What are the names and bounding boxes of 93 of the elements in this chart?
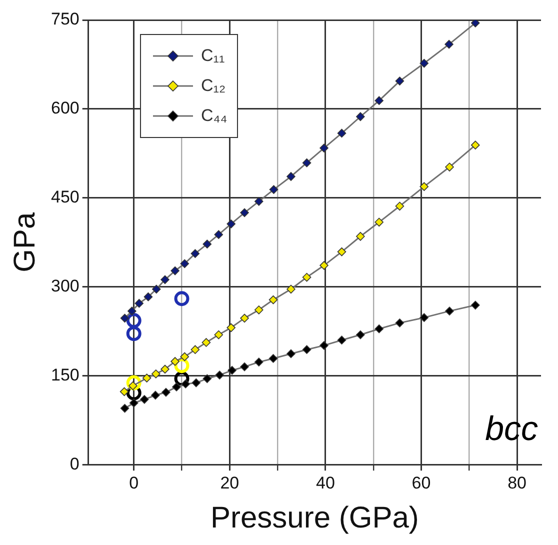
point	[240, 208, 249, 218]
y-tick-label: 300	[50, 276, 80, 296]
y-tick-label: 450	[50, 188, 80, 207]
point	[174, 358, 190, 374]
point	[226, 220, 236, 228]
point	[302, 272, 312, 282]
point	[142, 374, 152, 382]
point	[286, 349, 296, 358]
legend-label: C₁₂	[201, 76, 226, 96]
point	[337, 247, 346, 256]
point	[268, 354, 278, 363]
point	[134, 298, 144, 308]
point	[170, 357, 180, 366]
y-tick-label: 600	[50, 98, 80, 118]
x-tick-label: 20	[220, 473, 240, 492]
point	[202, 338, 211, 347]
point	[180, 259, 190, 268]
point	[395, 202, 404, 211]
y-axis-title: GPa	[8, 212, 42, 272]
point	[254, 305, 264, 314]
point	[470, 140, 480, 150]
legend-label: C₁₁	[201, 46, 225, 66]
point	[228, 366, 236, 375]
point	[470, 300, 480, 310]
x-tick-label: 60	[412, 473, 431, 492]
y-tick-label: 0	[70, 454, 80, 474]
point	[337, 336, 346, 345]
y-tick-label: 150	[50, 365, 80, 384]
point	[269, 185, 278, 194]
point	[240, 314, 249, 323]
point	[151, 390, 160, 400]
point	[395, 318, 404, 328]
point	[202, 374, 212, 384]
point	[120, 404, 130, 413]
point	[128, 306, 136, 316]
point	[126, 326, 142, 342]
point	[174, 291, 190, 306]
point	[302, 345, 312, 354]
point	[337, 128, 346, 138]
point	[254, 358, 264, 366]
point	[254, 196, 264, 206]
x-axis-title: Pressure (GPa)	[210, 501, 419, 534]
point	[172, 382, 181, 392]
point	[240, 362, 249, 372]
point	[144, 292, 153, 302]
point	[374, 96, 384, 106]
point	[286, 172, 296, 181]
point	[395, 76, 404, 86]
point	[214, 230, 224, 239]
point	[152, 370, 160, 378]
point	[190, 249, 200, 258]
point	[126, 375, 142, 390]
y-tick-label: 750	[50, 10, 80, 29]
point	[160, 275, 170, 284]
point	[181, 380, 190, 388]
point	[140, 394, 149, 404]
point	[126, 313, 142, 328]
point	[445, 162, 454, 172]
x-tick-label: 0	[129, 473, 139, 492]
point	[356, 232, 365, 241]
point	[420, 58, 429, 68]
point	[356, 112, 365, 122]
point	[320, 144, 328, 152]
point	[120, 314, 130, 323]
point	[180, 352, 190, 362]
point	[320, 261, 328, 270]
point	[420, 182, 429, 191]
x-tick-label: 80	[508, 473, 527, 492]
point	[190, 345, 200, 354]
point	[152, 284, 161, 294]
point	[302, 158, 312, 168]
point	[445, 306, 454, 316]
point	[162, 388, 170, 397]
point	[202, 240, 212, 248]
point	[374, 324, 384, 334]
point	[286, 284, 296, 294]
point	[470, 20, 480, 28]
point	[374, 218, 384, 227]
point	[356, 330, 365, 340]
point	[268, 295, 278, 304]
point	[215, 370, 224, 380]
point	[226, 323, 236, 332]
point	[420, 313, 429, 322]
point	[129, 398, 138, 408]
point	[444, 40, 454, 49]
point	[320, 341, 328, 350]
point	[214, 330, 224, 340]
point	[192, 378, 201, 388]
point	[170, 266, 180, 276]
point	[160, 364, 170, 374]
x-tick-label: 40	[316, 473, 335, 492]
point	[120, 387, 129, 396]
legend-label: C₄₄	[201, 106, 228, 126]
